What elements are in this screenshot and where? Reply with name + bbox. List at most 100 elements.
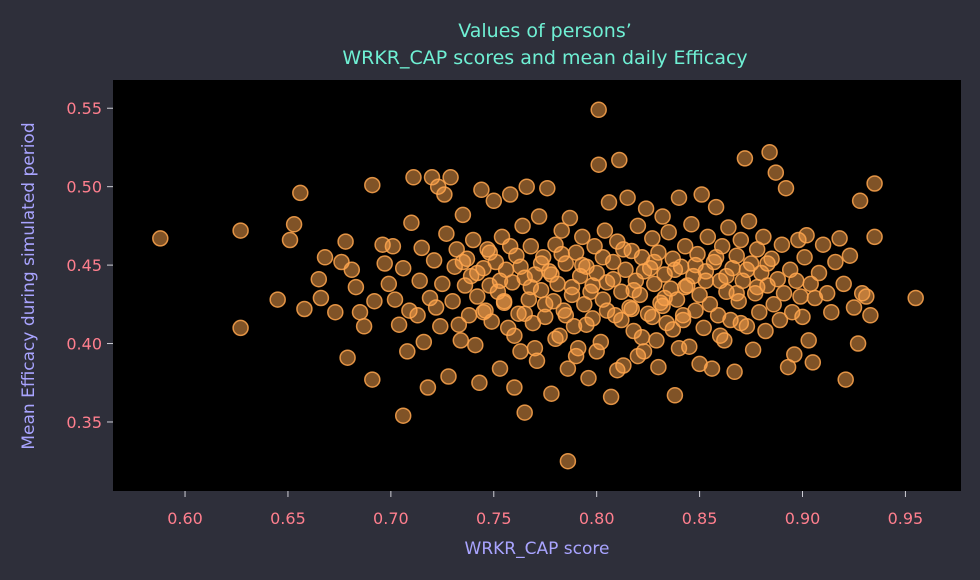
data-point [757, 322, 774, 340]
data-point [553, 245, 570, 263]
data-point [543, 266, 560, 283]
data-point [866, 228, 883, 246]
data-point [849, 335, 867, 352]
x-tick-label: 0.60 [167, 509, 203, 528]
data-point [818, 285, 836, 302]
data-point [516, 305, 533, 322]
data-point [648, 332, 665, 349]
data-point [660, 223, 677, 241]
data-point [543, 385, 560, 402]
data-point [364, 371, 381, 388]
data-point [450, 316, 468, 333]
data-point [471, 374, 488, 392]
data-point [578, 316, 595, 333]
data-point [339, 349, 356, 366]
data-point [862, 307, 879, 324]
data-point [415, 333, 433, 351]
data-point [518, 178, 535, 195]
data-point [736, 150, 754, 167]
data-point [707, 198, 725, 216]
data-point [444, 292, 461, 310]
y-tick-label: 0.55 [66, 99, 102, 118]
data-point [547, 330, 564, 348]
data-point [600, 194, 618, 211]
data-point [602, 388, 620, 406]
data-point [683, 216, 700, 233]
data-point [590, 156, 607, 173]
data-point [858, 288, 875, 305]
data-point [755, 228, 772, 246]
y-axis-label: Mean Efficacy during simulated period [19, 122, 39, 449]
data-point [327, 303, 344, 321]
data-point [376, 255, 393, 272]
y-tick-label: 0.40 [66, 335, 102, 354]
data-point [506, 379, 523, 396]
data-point [726, 363, 743, 381]
data-point [676, 278, 694, 296]
data-point [491, 360, 509, 377]
x-axis-label: WRKR_CAP score [465, 539, 610, 559]
data-point [841, 247, 859, 264]
data-point [285, 216, 303, 233]
data-point [491, 272, 509, 290]
data-point [604, 270, 622, 288]
data-point [512, 343, 529, 360]
data-point [775, 285, 793, 302]
data-point [588, 343, 605, 360]
data-point [536, 296, 554, 313]
data-point [452, 332, 470, 349]
data-point [598, 302, 616, 319]
data-point [563, 286, 581, 304]
data-point [380, 275, 398, 293]
x-tick-label: 0.90 [785, 509, 821, 528]
data-point [728, 247, 745, 264]
data-point [835, 275, 852, 293]
data-point [460, 307, 478, 324]
data-point [530, 208, 548, 225]
data-point [718, 267, 735, 285]
data-point [670, 189, 688, 206]
data-point [707, 249, 725, 266]
x-tick-label: 0.75 [476, 509, 512, 528]
data-point [720, 219, 737, 236]
data-point [596, 222, 614, 239]
data-point [676, 238, 694, 255]
data-point [695, 319, 712, 337]
data-point [152, 230, 169, 247]
data-point [394, 407, 412, 424]
data-point [654, 208, 671, 225]
data-point [617, 261, 634, 279]
y-tick-label: 0.35 [66, 413, 102, 432]
data-point [664, 321, 682, 338]
data-point [485, 192, 503, 210]
data-point [434, 275, 451, 293]
data-point [343, 261, 361, 279]
data-point [526, 339, 544, 357]
data-point [629, 347, 647, 365]
data-point [814, 236, 832, 253]
data-point [442, 169, 459, 186]
data-point [427, 299, 445, 316]
data-point [666, 261, 684, 279]
data-point [469, 288, 486, 305]
data-point [851, 192, 869, 210]
data-point [765, 296, 782, 313]
data-point [759, 255, 776, 272]
data-point [646, 253, 663, 271]
data-point [810, 264, 828, 282]
data-point [403, 214, 420, 232]
y-tick-label: 0.50 [66, 178, 102, 197]
data-point [469, 264, 486, 282]
data-point [701, 296, 719, 313]
data-point [454, 206, 472, 224]
data-point [845, 299, 863, 316]
data-point [580, 369, 597, 387]
data-point [501, 238, 519, 255]
data-point [728, 285, 745, 302]
data-point [473, 181, 490, 199]
data-point [364, 176, 381, 194]
data-point [501, 186, 519, 203]
x-tick-label: 0.85 [682, 509, 718, 528]
data-point [646, 275, 663, 293]
data-point [650, 358, 667, 376]
